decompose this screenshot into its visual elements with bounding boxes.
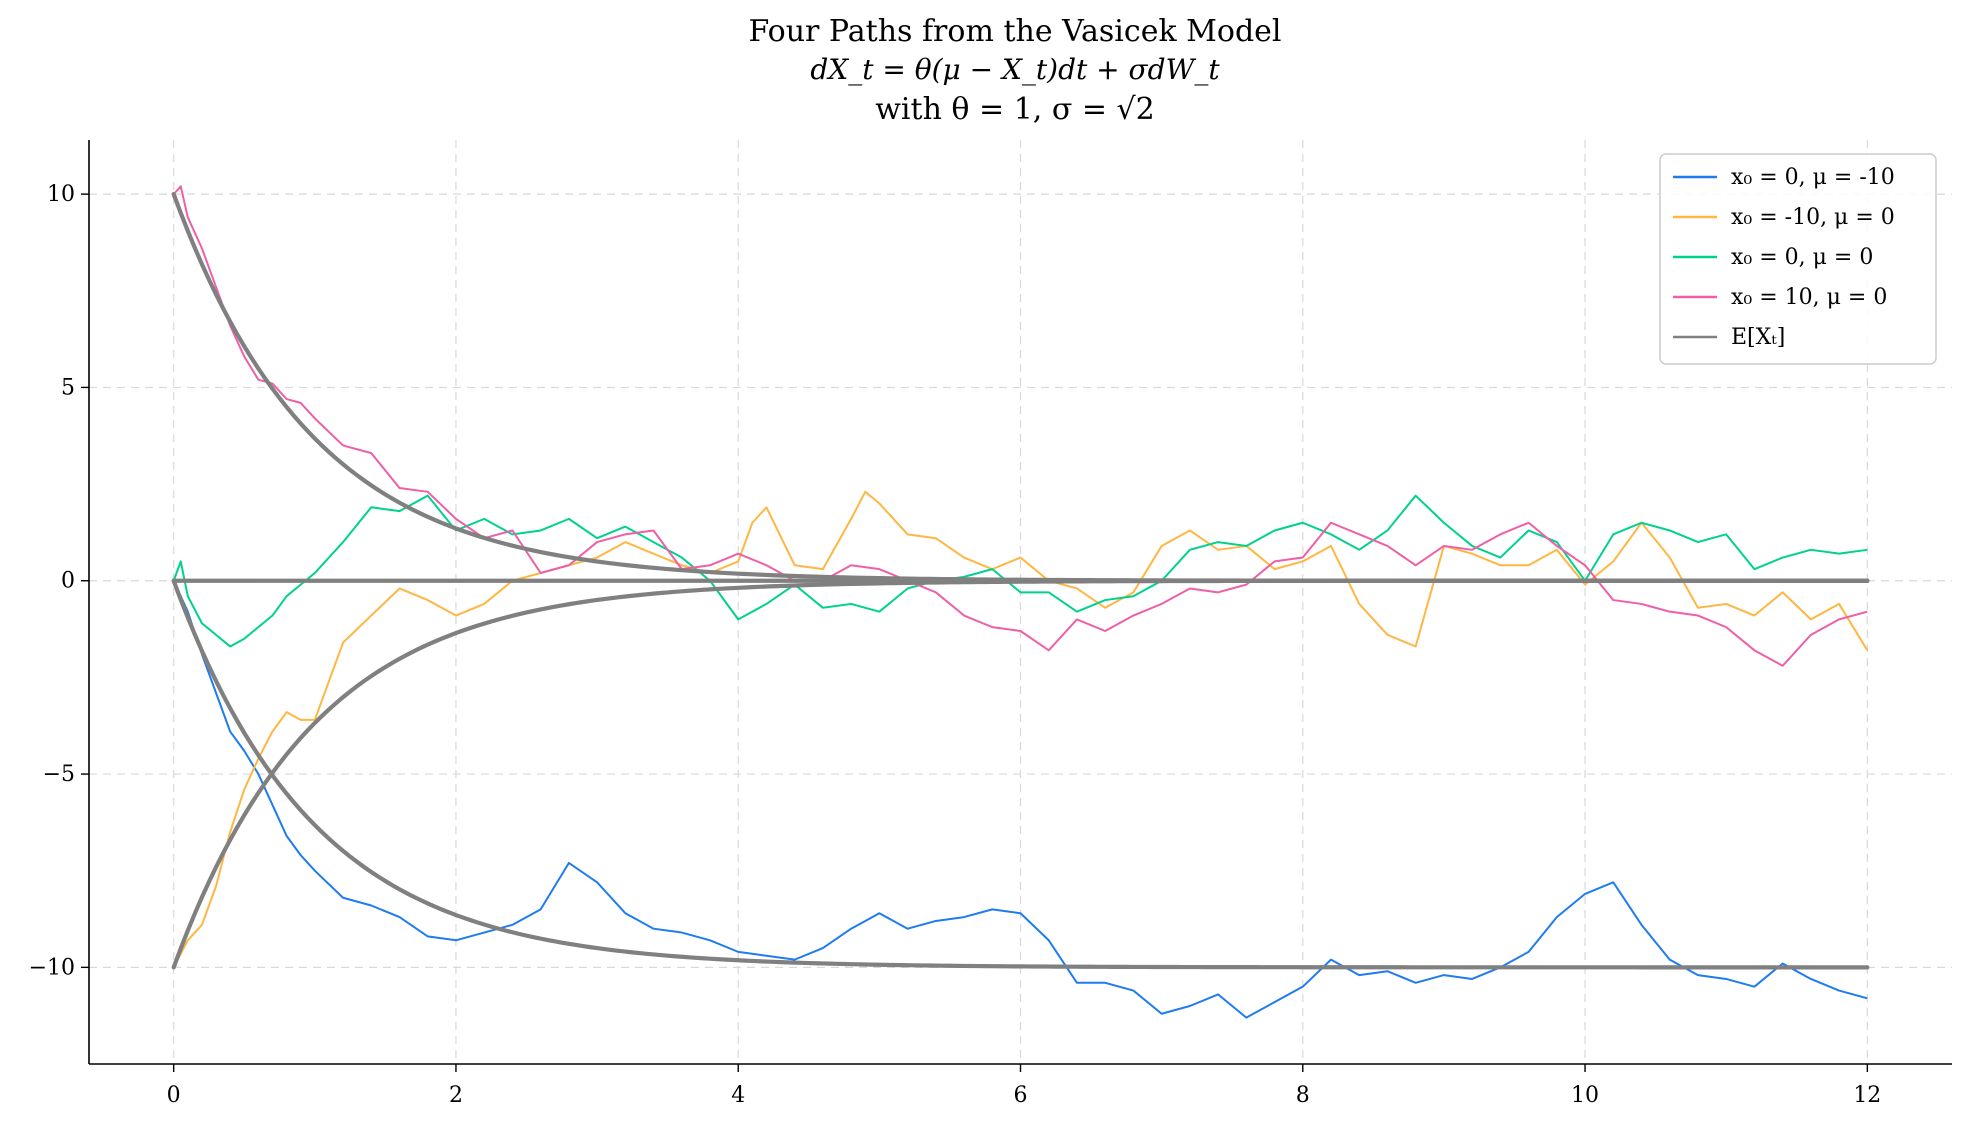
y-tick-label: 5: [61, 375, 75, 400]
expectation-path: [171, 578, 1870, 970]
x-tick-label: 0: [167, 1083, 181, 1108]
y-tick-label: 10: [47, 182, 75, 207]
chart-subtitle-params: with θ = 1, σ = √2: [875, 92, 1155, 127]
legend-label: E[Xₜ]: [1731, 325, 1785, 350]
legend-label: x₀ = -10, μ = 0: [1731, 205, 1895, 230]
series-path: [172, 490, 1869, 968]
x-ticks: 0 2 4 6 8 10 12: [167, 1064, 1881, 1108]
legend-label: x₀ = 0, μ = 0: [1731, 245, 1873, 270]
y-tick-label: 0: [61, 569, 75, 594]
expectation-path: [171, 192, 1870, 583]
y-tick-label: −5: [43, 762, 75, 787]
chart-title: Four Paths from the Vasicek Model: [748, 14, 1281, 49]
series-path: [172, 185, 1868, 667]
series-layer: [171, 185, 1870, 1019]
chart-subtitle-equation: dX_t = θ(μ − X_t)dt + σdW_t: [810, 53, 1220, 86]
x-tick-label: 6: [1014, 1083, 1028, 1108]
legend-label: x₀ = 10, μ = 0: [1731, 285, 1887, 310]
y-tick-label: −10: [29, 955, 75, 980]
x-tick-label: 2: [449, 1083, 463, 1108]
series-path: [172, 580, 1868, 1019]
legend-label: x₀ = 0, μ = -10: [1731, 165, 1895, 190]
legend: x₀ = 0, μ = -10 x₀ = -10, μ = 0 x₀ = 0, μ …: [1659, 153, 1937, 365]
x-tick-label: 10: [1571, 1083, 1599, 1108]
x-tick-label: 12: [1853, 1083, 1881, 1108]
y-ticks: −10 −5 0 5 10: [29, 182, 89, 980]
x-tick-label: 8: [1296, 1083, 1310, 1108]
legend-box: [1659, 153, 1937, 365]
x-tick-label: 4: [731, 1083, 745, 1108]
